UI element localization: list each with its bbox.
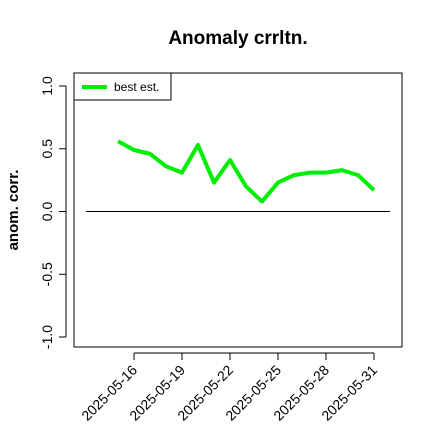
y-tick-label: 0.5 xyxy=(39,139,55,159)
legend-label: best est. xyxy=(114,80,159,94)
chart-title: Anomaly crrltn. xyxy=(168,28,307,49)
series-layer xyxy=(117,139,376,204)
y-axis: -1.0 -0.5 0.0 0.5 1.0 xyxy=(39,76,67,349)
y-tick-label: -1.0 xyxy=(39,325,55,349)
y-tick-label: 0.0 xyxy=(39,202,55,222)
y-axis-label: anom. corr. xyxy=(5,170,22,251)
y-tick-label: 1.0 xyxy=(39,76,55,96)
x-axis: 2025-05-162025-05-192025-05-222025-05-25… xyxy=(78,352,380,424)
legend: best est. xyxy=(73,72,172,101)
series-line-0 xyxy=(117,139,376,204)
plot-frame xyxy=(73,72,403,348)
y-tick-label: -0.5 xyxy=(39,262,55,286)
